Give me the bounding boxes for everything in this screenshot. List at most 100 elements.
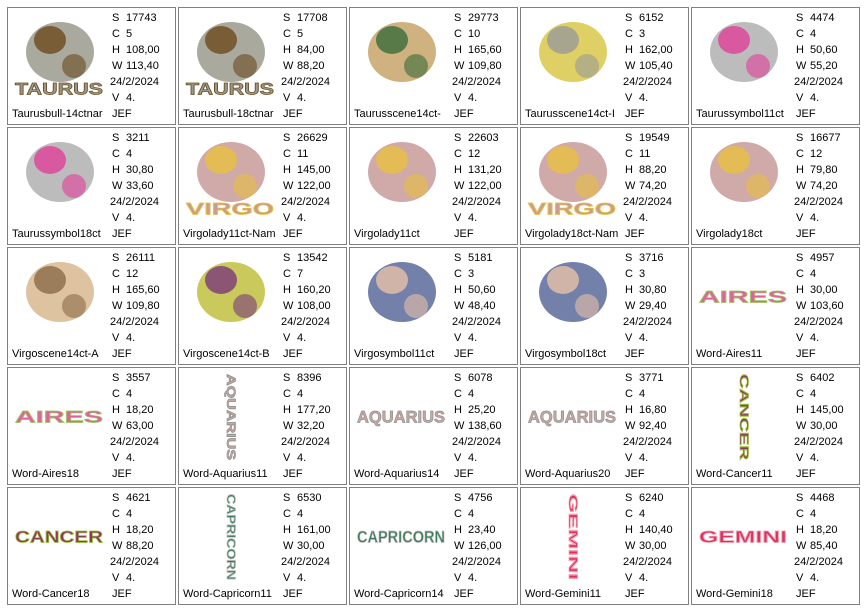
stat-row: S 6240 bbox=[625, 491, 663, 505]
stat-label: S bbox=[625, 12, 633, 24]
art-blob bbox=[205, 146, 237, 174]
stat-label: W bbox=[625, 420, 636, 432]
art-text: GEMINI bbox=[566, 494, 580, 580]
stat-row: S 13542 bbox=[283, 251, 328, 265]
stat-row: 24/2/2024 bbox=[281, 555, 330, 569]
file-thumbnail[interactable]: S 16677 C 12 H 79,80 W 74,20 24/2/2024 V 4. Virgola… bbox=[691, 127, 860, 245]
stat-row: V 4. bbox=[454, 571, 477, 585]
art-blob bbox=[233, 294, 257, 318]
file-thumbnail[interactable]: S 13542 C 7 H 160,20 W 108,00 24/2/2024 V 4. Virgos… bbox=[178, 247, 347, 365]
stat-label: S bbox=[454, 132, 462, 144]
stat-row: V 4. bbox=[625, 571, 648, 585]
stat-value: 108,00 bbox=[126, 44, 160, 56]
stat-row: 24/2/2024 bbox=[623, 75, 672, 89]
file-name: Word-Capricorn14 bbox=[354, 588, 444, 600]
file-thumbnail[interactable]: S 3716 C 3 H 30,80 W 29,40 24/2/2024 V 4. Virgosymb… bbox=[520, 247, 689, 365]
file-thumbnail[interactable]: AQUARIUS S 6078 C 4 H 25,20 W 138,60 24/2/2024 V 4.… bbox=[349, 367, 518, 485]
stat-value: 24/2/2024 bbox=[452, 196, 501, 208]
stat-row: S 29773 bbox=[454, 11, 499, 25]
file-thumbnail[interactable]: AQUARIUS S 3771 C 4 H 16,80 W 92,40 24/2/2024 V 4. W… bbox=[520, 367, 689, 485]
stat-value: 3 bbox=[639, 268, 646, 280]
stat-row: V 4. bbox=[796, 571, 819, 585]
stat-row: S 26111 bbox=[112, 251, 155, 265]
stat-value: 30,00 bbox=[810, 284, 838, 296]
stat-row: W 33,60 bbox=[112, 179, 154, 193]
stat-value: 4. bbox=[639, 212, 649, 224]
file-thumbnail[interactable]: S 26111 C 12 H 165,60 W 109,80 24/2/2024 V 4. Virgo… bbox=[7, 247, 176, 365]
stat-label: C bbox=[283, 148, 291, 160]
stat-value: 24/2/2024 bbox=[110, 316, 159, 328]
stat-row: H 165,60 bbox=[454, 43, 502, 57]
art-text: CANCER bbox=[15, 527, 103, 546]
stat-label: C bbox=[625, 28, 633, 40]
file-thumbnail[interactable]: AIRES S 4957 C 4 H 30,00 W 103,60 24/2/2024 V 4. Wor… bbox=[691, 247, 860, 365]
stat-label: H bbox=[454, 44, 462, 56]
stat-row: H 165,60 bbox=[112, 283, 160, 297]
file-thumbnail[interactable]: S 29773 C 10 H 165,60 W 109,80 24/2/2024 V 4. Tauru… bbox=[349, 7, 518, 125]
file-thumbnail[interactable]: TAURUS S 17743 C 5 H 108,00 W 113,40 24/2/2024 V 4.… bbox=[7, 7, 176, 125]
stat-value: 12 bbox=[126, 268, 139, 280]
stat-label: H bbox=[283, 44, 291, 56]
stat-row: 24/2/2024 bbox=[110, 195, 159, 209]
stat-row: S 5181 bbox=[454, 251, 492, 265]
file-thumbnail[interactable]: S 3211 C 4 H 30,80 W 33,60 24/2/2024 V 4. Taurussym… bbox=[7, 127, 176, 245]
file-thumbnail[interactable]: AQUARIUS S 8396 C 4 H 177,20 W 32,20 24/2/2024 V 4.… bbox=[178, 367, 347, 485]
stat-row: H 30,80 bbox=[625, 283, 667, 297]
stat-row: V 4. bbox=[283, 331, 306, 345]
stat-value: 88,20 bbox=[639, 164, 667, 176]
stat-value: 24/2/2024 bbox=[281, 196, 330, 208]
stat-row: W 109,80 bbox=[112, 299, 160, 313]
stat-label: H bbox=[283, 404, 291, 416]
stat-value: 4. bbox=[810, 332, 820, 344]
stat-row: 24/2/2024 bbox=[281, 75, 330, 89]
file-thumbnail[interactable]: CAPRICORN S 4756 C 4 H 23,40 W 126,00 24/2/2024 V 4… bbox=[349, 487, 518, 605]
stat-label: V bbox=[796, 92, 804, 104]
stat-value: 4. bbox=[297, 92, 307, 104]
stat-label: W bbox=[112, 60, 123, 72]
stat-value: 30,00 bbox=[297, 540, 325, 552]
stat-row: C 12 bbox=[796, 147, 822, 161]
art-text: AIRES bbox=[15, 407, 103, 426]
file-thumbnail[interactable]: S 22603 C 12 H 131,20 W 122,00 24/2/2024 V 4. Virgo… bbox=[349, 127, 518, 245]
stat-label: S bbox=[454, 492, 462, 504]
stat-value: 4621 bbox=[126, 492, 151, 504]
file-thumbnail[interactable]: VIRGO S 26629 C 11 H 145,00 W 122,00 24/2/2024 V 4.… bbox=[178, 127, 347, 245]
stat-value: 108,00 bbox=[297, 300, 331, 312]
stat-value: 4. bbox=[468, 332, 478, 344]
stat-label: W bbox=[796, 60, 807, 72]
stat-value: 4. bbox=[297, 572, 307, 584]
stat-label: V bbox=[112, 452, 120, 464]
file-thumbnail[interactable]: S 5181 C 3 H 50,60 W 48,40 24/2/2024 V 4. Virgosymb… bbox=[349, 247, 518, 365]
file-thumbnail[interactable]: S 4474 C 4 H 50,60 W 55,20 24/2/2024 V 4. Taurussym… bbox=[691, 7, 860, 125]
file-thumbnail[interactable]: TAURUS S 17708 C 5 H 84,00 W 88,20 24/2/2024 V 4. Ta… bbox=[178, 7, 347, 125]
stat-value: 145,00 bbox=[810, 404, 844, 416]
stat-value: 126,00 bbox=[468, 540, 502, 552]
file-name: Word-Gemini18 bbox=[696, 588, 773, 600]
stat-label: S bbox=[796, 492, 804, 504]
stat-value: 79,80 bbox=[810, 164, 838, 176]
art-blob bbox=[34, 26, 66, 54]
stat-label: W bbox=[625, 540, 636, 552]
file-format: JEF bbox=[283, 108, 303, 120]
stat-row: 24/2/2024 bbox=[794, 315, 843, 329]
file-thumbnail[interactable]: AIRES S 3557 C 4 H 18,20 W 63,00 24/2/2024 V 4. Word… bbox=[7, 367, 176, 485]
stat-value: 131,20 bbox=[468, 164, 502, 176]
file-thumbnail[interactable]: CANCER S 4621 C 4 H 18,20 W 88,20 24/2/2024 V 4. Wor… bbox=[7, 487, 176, 605]
stat-row: 24/2/2024 bbox=[452, 555, 501, 569]
file-thumbnail[interactable]: GEMINI S 4468 C 4 H 18,20 W 85,40 24/2/2024 V 4. Wor… bbox=[691, 487, 860, 605]
file-thumbnail[interactable]: CANCER S 6402 C 4 H 145,00 W 30,00 24/2/2024 V 4. Wo… bbox=[691, 367, 860, 485]
stat-value: 26629 bbox=[297, 132, 328, 144]
stat-row: S 17743 bbox=[112, 11, 157, 25]
file-thumbnail[interactable]: S 6152 C 3 H 162,00 W 105,40 24/2/2024 V 4. Tauruss… bbox=[520, 7, 689, 125]
file-thumbnail[interactable]: VIRGO S 19549 C 11 H 88,20 W 74,20 24/2/2024 V 4. Vi… bbox=[520, 127, 689, 245]
stat-value: 84,00 bbox=[297, 44, 325, 56]
stat-value: 138,60 bbox=[468, 420, 502, 432]
file-thumbnail[interactable]: CAPRICORN S 6530 C 4 H 161,00 W 30,00 24/2/2024 V 4… bbox=[178, 487, 347, 605]
file-name: Taurusscene14ct- bbox=[354, 108, 441, 120]
stat-label: C bbox=[796, 388, 804, 400]
file-thumbnail[interactable]: GEMINI S 6240 C 4 H 140,40 W 30,00 24/2/2024 V 4. Wo… bbox=[520, 487, 689, 605]
